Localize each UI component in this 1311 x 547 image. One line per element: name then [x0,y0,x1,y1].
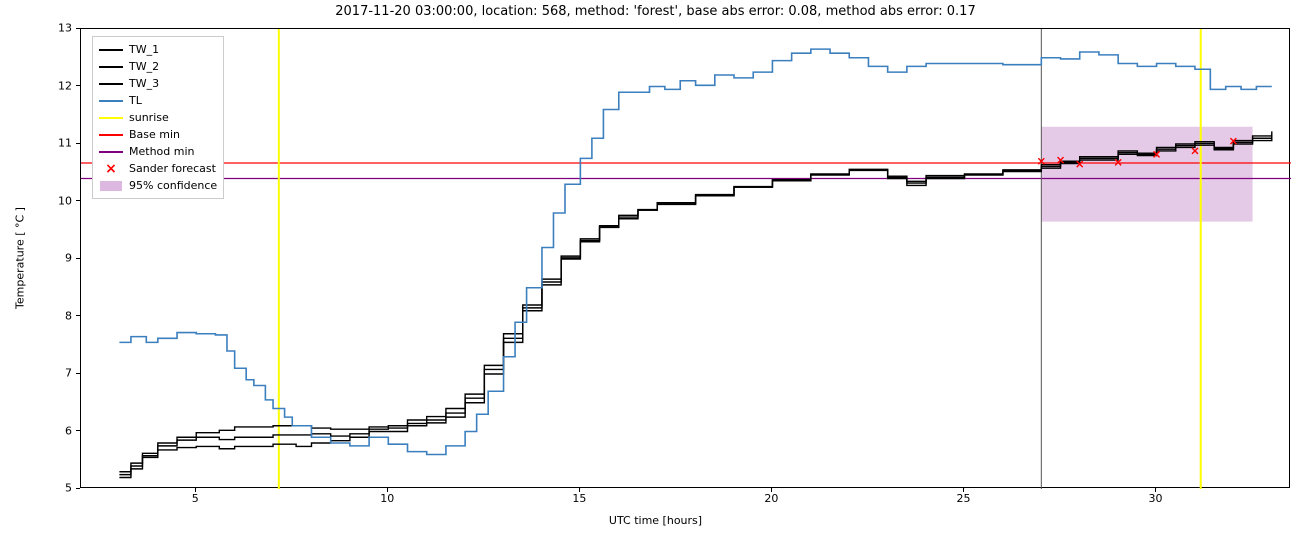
xtick [771,488,772,492]
legend-label: Base min [129,128,180,141]
legend-swatch [99,61,123,73]
ytick [76,430,80,431]
ytick [76,28,80,29]
legend-item: 95% confidence [99,177,217,194]
ytick [76,373,80,374]
legend-item: sunrise [99,109,217,126]
ytick-label: 13 [42,22,72,35]
ytick [76,200,80,201]
legend-item: × Sander forecast [99,160,217,177]
xtick [1155,488,1156,492]
figure: 2017-11-20 03:00:00, location: 568, meth… [0,0,1311,547]
legend-label: TL [129,94,142,107]
legend-label: Method min [129,145,195,158]
legend-swatch [99,146,123,158]
chart-title: 2017-11-20 03:00:00, location: 568, meth… [0,4,1311,19]
ytick-label: 9 [42,252,72,265]
xtick [387,488,388,492]
legend-item: TL [99,92,217,109]
ytick [76,315,80,316]
legend: TW_1 TW_2 TW_3 TL sunrise Base min Method min ×… [92,36,224,199]
ytick-label: 7 [42,367,72,380]
legend-label: Sander forecast [129,162,216,175]
ytick [76,258,80,259]
legend-swatch [99,78,123,90]
x-axis-label: UTC time [hours] [0,514,1311,527]
plot-svg [81,29,1291,489]
legend-swatch: × [99,163,123,175]
legend-label: TW_1 [129,43,159,56]
ytick-label: 10 [42,194,72,207]
ytick-label: 6 [42,424,72,437]
xtick [963,488,964,492]
legend-label: TW_2 [129,60,159,73]
xtick [579,488,580,492]
ytick [76,143,80,144]
ytick-label: 11 [42,137,72,150]
ytick [76,488,80,489]
ytick [76,85,80,86]
legend-item: TW_1 [99,41,217,58]
confidence-band [1041,127,1252,222]
series-TL [119,49,1271,454]
xtick-label: 5 [192,492,199,505]
legend-swatch [99,129,123,141]
xtick-label: 30 [1149,492,1163,505]
legend-swatch [99,180,123,192]
ytick-label: 12 [42,79,72,92]
y-axis-label: Temperature [ °C ] [14,207,27,309]
legend-item: Base min [99,126,217,143]
legend-item: TW_2 [99,58,217,75]
legend-label: TW_3 [129,77,159,90]
xtick-label: 15 [572,492,586,505]
legend-item: Method min [99,143,217,160]
xtick-label: 10 [380,492,394,505]
legend-swatch [99,44,123,56]
legend-swatch [99,112,123,124]
ytick-label: 8 [42,309,72,322]
legend-item: TW_3 [99,75,217,92]
ytick-label: 5 [42,482,72,495]
xtick [195,488,196,492]
legend-label: 95% confidence [129,179,217,192]
plot-area [80,28,1290,488]
xtick-label: 25 [956,492,970,505]
legend-swatch [99,95,123,107]
legend-label: sunrise [129,111,169,124]
xtick-label: 20 [764,492,778,505]
